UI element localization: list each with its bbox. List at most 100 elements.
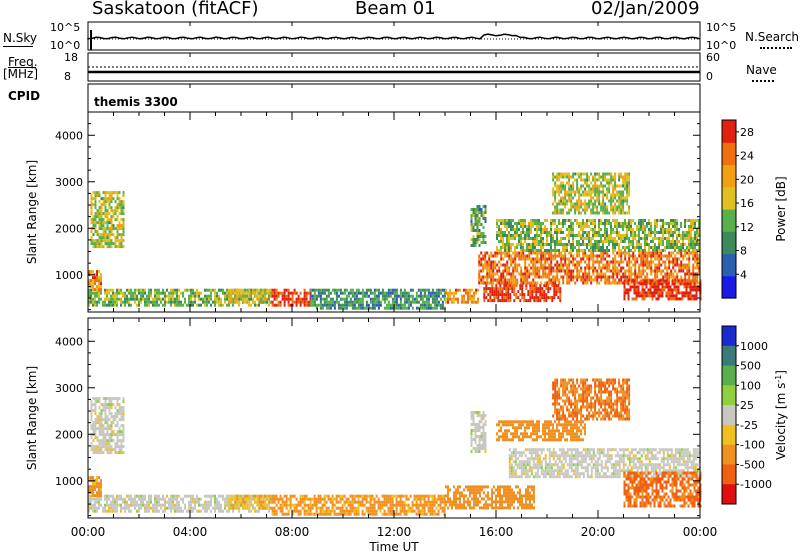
range-gate-cell bbox=[435, 288, 438, 292]
range-gate-cell bbox=[675, 291, 678, 295]
range-gate-cell bbox=[393, 306, 396, 310]
range-gate-cell bbox=[363, 497, 366, 501]
range-gate-cell bbox=[162, 297, 164, 301]
range-gate-cell bbox=[594, 260, 597, 264]
range-gate-cell bbox=[590, 237, 592, 240]
range-gate-cell bbox=[102, 197, 105, 201]
range-gate-cell bbox=[96, 482, 98, 486]
range-gate-cell bbox=[88, 279, 90, 283]
range-gate-cell bbox=[584, 243, 586, 246]
range-gate-cell bbox=[88, 288, 90, 292]
range-gate-cell bbox=[498, 278, 501, 282]
range-gate-cell bbox=[598, 193, 601, 197]
range-gate-cell bbox=[653, 285, 656, 289]
range-gate-cell bbox=[598, 196, 601, 200]
range-gate-cell bbox=[303, 506, 306, 510]
range-gate-cell bbox=[594, 211, 597, 215]
range-gate-cell bbox=[266, 497, 269, 501]
range-gate-cell bbox=[483, 287, 486, 291]
range-gate-cell bbox=[313, 503, 316, 507]
range-gate-cell bbox=[196, 500, 198, 504]
range-gate-cell bbox=[664, 254, 667, 258]
range-gate-cell bbox=[666, 222, 668, 225]
range-gate-cell bbox=[319, 509, 322, 513]
range-gate-cell bbox=[445, 288, 447, 292]
range-gate-cell bbox=[600, 254, 603, 258]
range-gate-cell bbox=[240, 294, 243, 298]
range-gate-cell bbox=[524, 254, 527, 258]
range-gate-cell bbox=[232, 497, 235, 501]
range-gate-cell bbox=[92, 403, 95, 407]
range-gate-cell bbox=[576, 202, 579, 206]
range-gate-cell bbox=[633, 297, 636, 301]
range-gate-cell bbox=[110, 412, 113, 416]
range-gate-cell bbox=[544, 225, 546, 228]
range-gate-cell bbox=[678, 228, 680, 231]
range-gate-cell bbox=[482, 254, 485, 258]
range-gate-cell bbox=[534, 260, 537, 264]
range-gate-cell bbox=[170, 494, 172, 498]
range-gate-cell bbox=[500, 246, 502, 249]
range-gate-cell bbox=[598, 260, 601, 264]
range-gate-cell bbox=[106, 233, 109, 237]
range-gate-cell bbox=[120, 409, 123, 413]
range-gate-cell bbox=[540, 228, 542, 231]
range-gate-cell bbox=[329, 509, 332, 513]
range-gate-cell bbox=[516, 251, 519, 255]
range-gate-cell bbox=[676, 257, 679, 261]
range-gate-cell bbox=[620, 260, 623, 264]
range-gate-cell bbox=[688, 266, 691, 270]
range-gate-cell bbox=[98, 209, 101, 213]
range-gate-cell bbox=[156, 494, 158, 498]
range-gate-cell bbox=[260, 506, 263, 510]
range-gate-cell bbox=[238, 494, 241, 498]
range-gate-cell bbox=[96, 239, 99, 243]
range-gate-cell bbox=[262, 297, 265, 301]
range-gate-cell bbox=[658, 266, 661, 270]
nsky-trace bbox=[87, 33, 701, 40]
range-gate-cell bbox=[568, 181, 571, 185]
range-gate-cell bbox=[359, 291, 362, 295]
range-gate-cell bbox=[685, 279, 688, 283]
range-gate-cell bbox=[539, 296, 542, 300]
range-gate-cell bbox=[116, 442, 119, 446]
range-gate-cell bbox=[90, 297, 92, 301]
range-gate-cell bbox=[562, 275, 565, 279]
range-gate-cell bbox=[504, 249, 506, 252]
range-gate-cell bbox=[98, 433, 101, 437]
range-gate-cell bbox=[673, 285, 676, 289]
range-gate-cell bbox=[610, 228, 612, 231]
range-gate-cell bbox=[262, 503, 265, 507]
range-gate-cell bbox=[606, 178, 609, 182]
range-gate-cell bbox=[238, 300, 241, 304]
range-gate-cell bbox=[681, 282, 684, 286]
range-gate-cell bbox=[674, 231, 676, 234]
range-gate-cell bbox=[521, 290, 524, 294]
range-gate-cell bbox=[518, 243, 520, 246]
range-gate-cell bbox=[676, 275, 679, 279]
range-gate-cell bbox=[536, 219, 538, 222]
range-gate-cell bbox=[606, 187, 609, 191]
range-gate-cell bbox=[92, 409, 95, 413]
range-gate-cell bbox=[100, 212, 103, 216]
range-gate-cell bbox=[363, 494, 366, 498]
range-gate-cell bbox=[244, 288, 247, 292]
range-gate-cell bbox=[513, 293, 516, 297]
range-gate-cell bbox=[100, 430, 103, 434]
range-gate-cell bbox=[636, 272, 639, 276]
range-gate-cell bbox=[606, 251, 609, 255]
range-gate-cell bbox=[478, 254, 481, 258]
range-gate-cell bbox=[303, 294, 306, 298]
range-gate-cell bbox=[118, 212, 121, 216]
range-gate-cell bbox=[439, 303, 442, 307]
range-gate-cell bbox=[345, 303, 348, 307]
range-gate-cell bbox=[545, 296, 548, 300]
range-gate-cell bbox=[625, 291, 628, 295]
range-gate-cell bbox=[557, 287, 560, 291]
range-gate-cell bbox=[576, 187, 579, 191]
range-gate-cell bbox=[164, 303, 166, 307]
range-gate-cell bbox=[694, 266, 697, 270]
range-gate-cell bbox=[592, 278, 595, 282]
range-gate-cell bbox=[132, 294, 134, 298]
range-gate-cell bbox=[566, 263, 569, 267]
